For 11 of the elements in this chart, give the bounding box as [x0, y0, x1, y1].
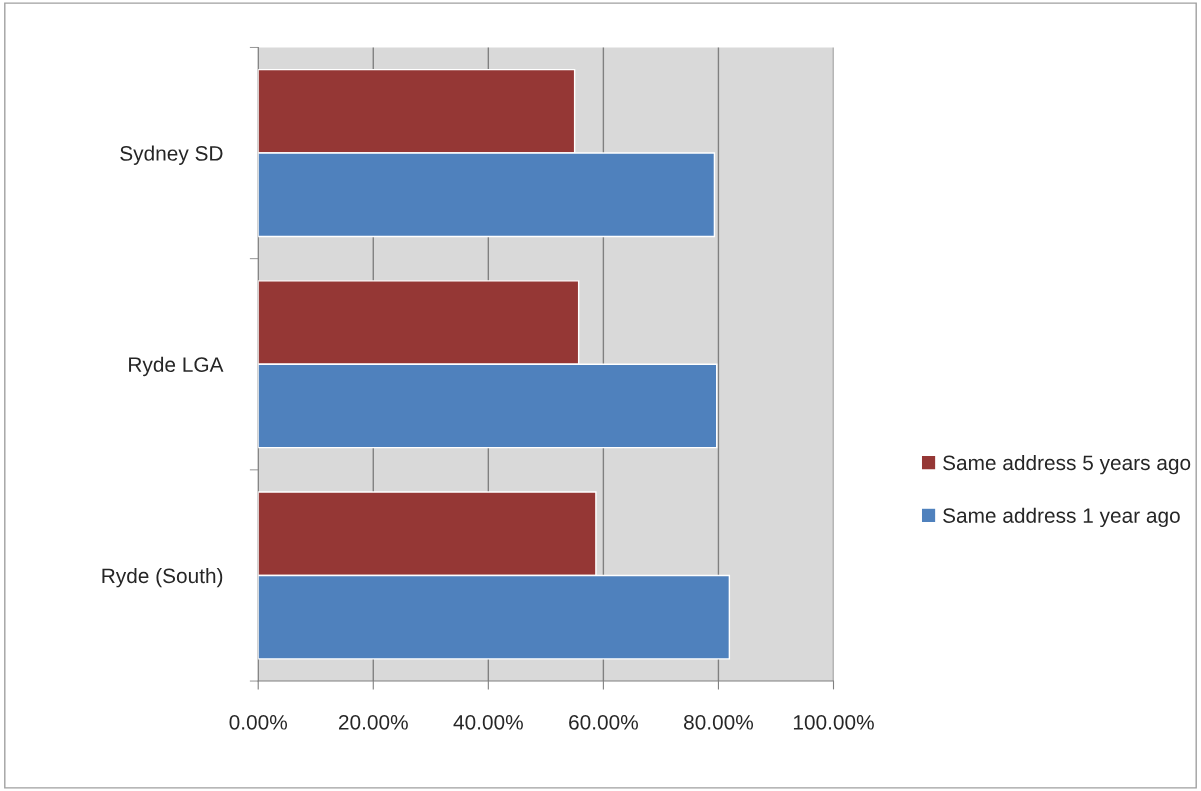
- x-tick-label: 100.00%: [793, 714, 874, 730]
- y-tick-label: Ryde LGA: [129, 356, 224, 377]
- x-tick-label: 40.00%: [453, 714, 523, 730]
- x-tick-label: 20.00%: [338, 714, 408, 730]
- y-tick-label: Sydney SD: [120, 145, 223, 165]
- x-tick-label: 0.00%: [229, 714, 288, 730]
- x-tick-label: 60.00%: [569, 714, 638, 730]
- x-tick-label: 80.00%: [684, 714, 754, 730]
- legend-label: Same address 1 year ago: [943, 507, 1180, 528]
- legend-label: Same address 5 years ago: [943, 454, 1191, 475]
- y-tick-label: Ryde (South): [102, 567, 223, 588]
